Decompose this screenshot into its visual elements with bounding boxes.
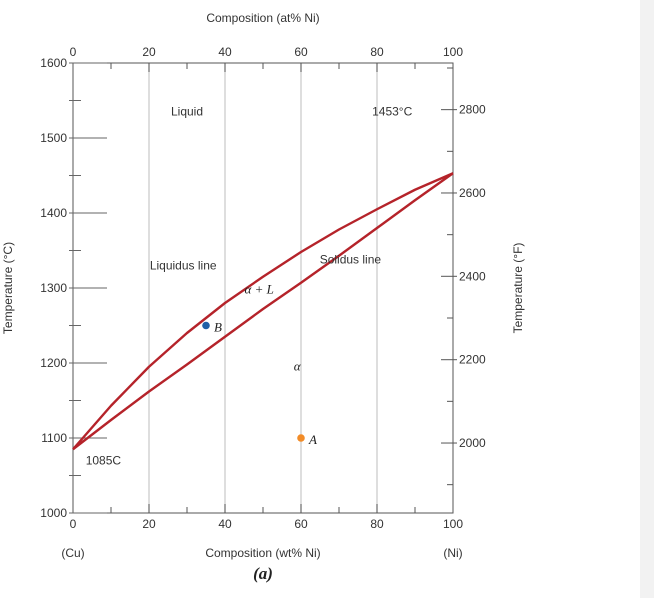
annotation-label: α: [294, 359, 302, 374]
y-tick-label: 1200: [40, 356, 67, 370]
bottom-axis-title: Composition (wt% Ni): [205, 546, 320, 560]
annotation-label: Solidus line: [320, 252, 382, 266]
annotation-label: 1085C: [86, 453, 122, 467]
y-tick-label: 1600: [40, 56, 67, 70]
cu-end-label: (Cu): [61, 546, 84, 560]
solidus-curve: [72, 172, 454, 451]
top-tick-label: 100: [443, 45, 463, 59]
right-tick-label: 2600: [459, 186, 486, 200]
left-axis-title: Temperature (°C): [1, 242, 15, 334]
y-tick-label: 1400: [40, 206, 67, 220]
annotation-label: 1453°C: [372, 105, 412, 119]
top-axis-title: Composition (at% Ni): [206, 11, 319, 25]
y-tick-label: 1000: [40, 506, 67, 520]
top-tick-label: 20: [142, 45, 156, 59]
y-tick-label: 1100: [41, 431, 67, 445]
annotation-label: Liquid: [171, 105, 203, 119]
x-tick-label: 100: [443, 517, 463, 531]
right-tick-label: 2800: [459, 103, 486, 117]
x-tick-label: 60: [294, 517, 308, 531]
x-tick-label: 40: [218, 517, 232, 531]
ni-end-label: (Ni): [443, 546, 462, 560]
top-tick-label: 0: [70, 45, 77, 59]
annotation-label: α + L: [245, 281, 274, 296]
x-tick-label: 80: [370, 517, 384, 531]
y-tick-label: 1300: [40, 281, 67, 295]
top-tick-label: 80: [370, 45, 384, 59]
x-tick-label: 0: [70, 517, 77, 531]
figure-caption: (a): [253, 564, 273, 583]
top-tick-label: 60: [294, 45, 308, 59]
right-tick-label: 2200: [459, 353, 486, 367]
annotation-label: Liquidus line: [150, 258, 217, 272]
point-a-marker: [297, 434, 305, 442]
x-tick-label: 20: [142, 517, 156, 531]
point-b-label: B: [214, 320, 222, 335]
point-b-marker: [202, 321, 210, 330]
right-tick-label: 2000: [459, 436, 486, 450]
point-a-label: A: [308, 432, 317, 447]
liquidus-curve: [72, 172, 454, 451]
right-tick-label: 2400: [459, 269, 486, 283]
right-axis-title: Temperature (°F): [511, 243, 525, 334]
top-tick-label: 40: [218, 45, 232, 59]
y-tick-label: 1500: [40, 131, 67, 145]
right-edge-strip: [640, 0, 654, 598]
